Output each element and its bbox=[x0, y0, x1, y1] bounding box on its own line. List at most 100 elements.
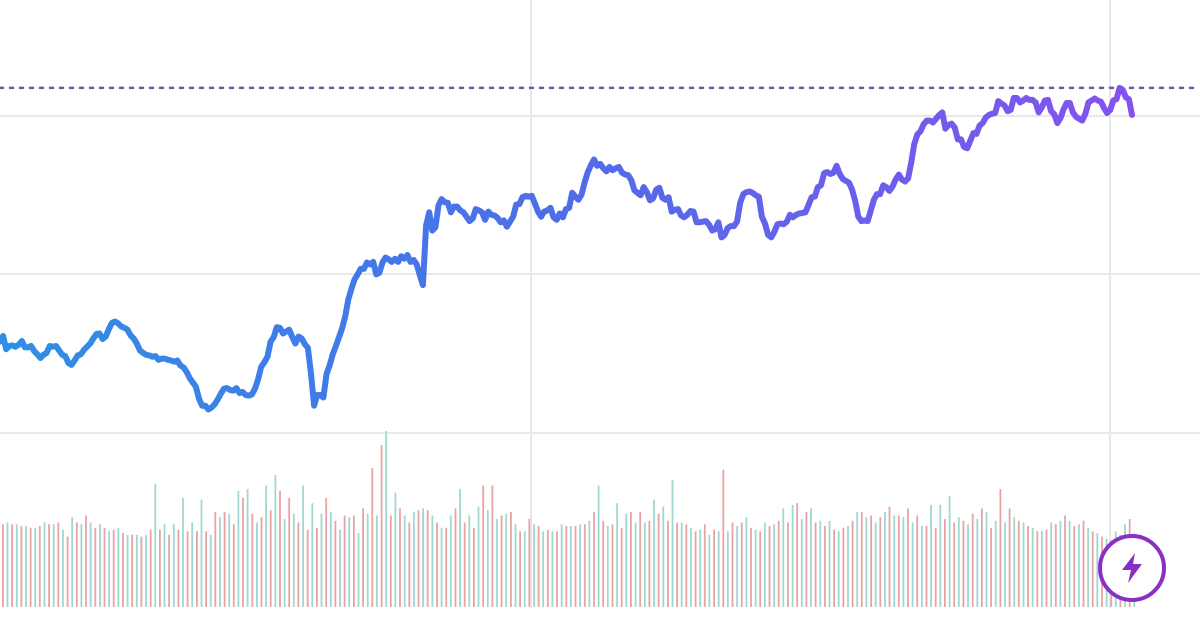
volume-bar bbox=[574, 526, 577, 607]
volume-bar bbox=[856, 512, 859, 607]
volume-bar bbox=[648, 520, 651, 607]
volume-bar bbox=[639, 512, 642, 607]
volume-bar bbox=[579, 524, 581, 607]
volume-bar bbox=[366, 513, 369, 607]
volume-bar bbox=[1041, 531, 1043, 607]
volume-bar bbox=[436, 522, 438, 607]
volume-bar bbox=[911, 522, 914, 607]
volume-bar bbox=[228, 513, 231, 607]
volume-bar bbox=[200, 499, 203, 607]
volume-bar bbox=[616, 503, 618, 607]
volume-bar bbox=[426, 510, 429, 607]
volume-bar bbox=[126, 534, 129, 607]
volume-bar bbox=[805, 512, 808, 607]
volume-bar bbox=[722, 469, 725, 607]
lightning-bolt-icon bbox=[1122, 553, 1142, 583]
volume-bar bbox=[242, 497, 244, 607]
volume-bar bbox=[560, 524, 563, 607]
volume-bar bbox=[1045, 529, 1048, 607]
volume-bar bbox=[440, 527, 443, 607]
volume-bar bbox=[537, 526, 540, 607]
volume-bar bbox=[625, 513, 628, 607]
volume-bar bbox=[782, 508, 785, 607]
volume-bar bbox=[680, 522, 683, 607]
volume-bar bbox=[445, 527, 448, 607]
volume-bar bbox=[542, 531, 545, 607]
volume-bar bbox=[71, 517, 74, 607]
volume-bar bbox=[944, 519, 946, 607]
volume-bar bbox=[824, 526, 826, 607]
volume-bar bbox=[1073, 526, 1076, 607]
volume-bar bbox=[394, 492, 397, 607]
volume-bar bbox=[371, 468, 374, 607]
volume-bar bbox=[232, 524, 235, 607]
volume-bar bbox=[999, 489, 1002, 607]
volume-bar bbox=[431, 515, 434, 607]
volume-bar bbox=[353, 515, 355, 607]
volume-bar bbox=[145, 534, 147, 607]
volume-bar bbox=[117, 527, 120, 607]
volume-bar bbox=[11, 524, 13, 607]
volume-bar bbox=[362, 508, 364, 607]
volume-bar bbox=[773, 524, 775, 607]
volume-bar bbox=[736, 526, 738, 607]
volume-bar bbox=[768, 526, 771, 607]
volume-bar bbox=[417, 510, 420, 607]
volume-bar bbox=[422, 508, 424, 607]
volume-bar bbox=[860, 512, 863, 607]
volume-bar bbox=[570, 526, 572, 607]
volume-bar bbox=[588, 520, 591, 607]
volume-bar bbox=[907, 508, 909, 607]
volume-bar bbox=[888, 506, 891, 607]
volume-bar bbox=[316, 527, 318, 607]
volume-bar bbox=[874, 522, 877, 607]
volume-bar bbox=[717, 531, 720, 607]
volume-bar bbox=[6, 522, 9, 607]
volume-bar bbox=[177, 529, 180, 607]
volume-bar bbox=[20, 526, 23, 607]
volume-bar bbox=[348, 517, 351, 607]
volume-bar bbox=[551, 531, 554, 607]
volume-bar bbox=[1068, 520, 1071, 607]
volume-bar bbox=[948, 496, 951, 607]
volume-bar bbox=[528, 519, 531, 607]
volume-bar bbox=[611, 524, 614, 607]
volume-bar bbox=[279, 490, 281, 607]
volume-bar bbox=[519, 531, 521, 607]
volume-bar bbox=[985, 512, 988, 607]
volume-bar bbox=[902, 517, 905, 607]
volume-bar bbox=[260, 517, 263, 607]
volume-bar bbox=[75, 522, 78, 607]
volume-bar bbox=[334, 520, 337, 607]
volume-bar bbox=[676, 522, 678, 607]
volume-bar bbox=[380, 445, 383, 607]
volume-bar bbox=[288, 497, 291, 607]
volume-bar bbox=[149, 529, 152, 607]
volume-bar bbox=[496, 519, 498, 607]
volume-bar bbox=[186, 531, 189, 607]
volume-bar bbox=[810, 508, 812, 607]
volume-bar bbox=[43, 522, 46, 607]
volume-bar bbox=[764, 522, 766, 607]
lightning-badge[interactable] bbox=[1098, 534, 1166, 602]
volume-bar bbox=[800, 519, 803, 607]
volume-bar bbox=[163, 524, 166, 607]
volume-bar bbox=[389, 515, 392, 607]
volume-bar bbox=[893, 515, 896, 607]
volume-bar bbox=[759, 531, 762, 607]
volume-bars bbox=[2, 431, 1136, 607]
volume-bar bbox=[1013, 517, 1016, 607]
volume-bar bbox=[482, 485, 485, 607]
volume-bar bbox=[703, 524, 706, 607]
volume-bar bbox=[879, 517, 882, 607]
volume-bar bbox=[505, 513, 508, 607]
volume-bar bbox=[463, 522, 466, 607]
volume-bar bbox=[89, 522, 92, 607]
volume-bar bbox=[66, 536, 69, 607]
volume-bar bbox=[1017, 520, 1020, 607]
volume-bar bbox=[565, 526, 568, 607]
volume-bar bbox=[57, 522, 60, 607]
volume-bar bbox=[122, 533, 124, 607]
volume-bar bbox=[1008, 508, 1011, 607]
volume-bar bbox=[256, 522, 258, 607]
